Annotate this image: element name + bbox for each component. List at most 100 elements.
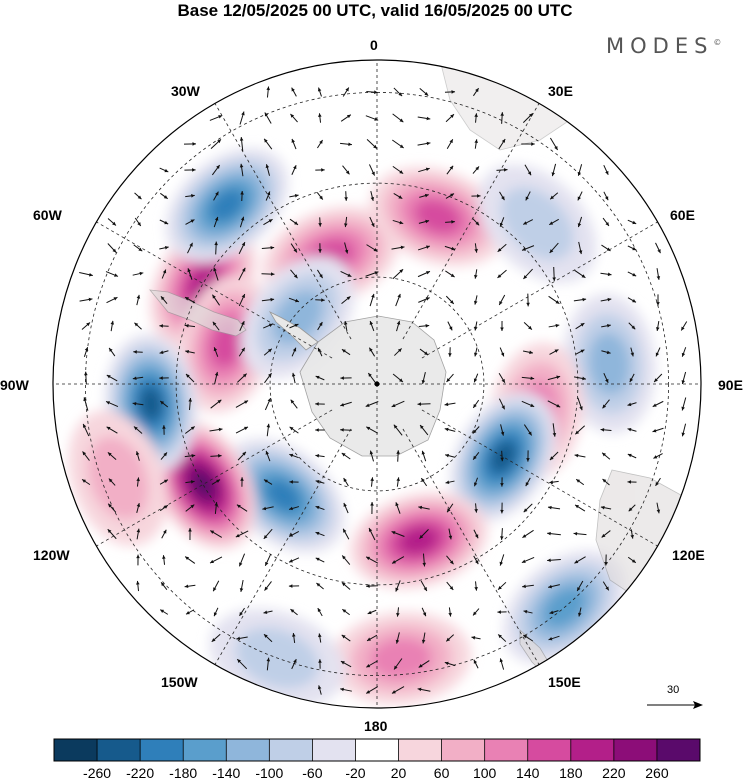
wind-vector [184,296,196,304]
wind-vector [318,217,322,227]
wind-vector [236,658,248,670]
wind-vector [211,164,221,176]
australia-coast [595,469,701,601]
colorbar-tick-label: -100 [255,765,284,781]
wind-vector [445,634,455,642]
wind-vector [549,480,559,484]
anomaly-center [68,410,168,546]
wind-vector [497,610,507,614]
wind-vector [367,372,377,384]
wind-vector [209,427,223,432]
wind-vector [263,138,273,150]
wind-vector [82,451,90,461]
wind-vector [419,88,429,96]
wind-vector [577,397,583,411]
latitude-circle [269,276,485,492]
wind-vector [392,113,404,123]
wind-vector [106,374,118,382]
wind-vector [526,450,530,462]
wind-vector [106,296,118,304]
wind-vector [185,349,195,354]
wind-vector [184,584,196,589]
wind-vector [680,321,688,331]
wind-vector [369,450,375,462]
wind-vector [213,267,219,281]
wind-vector [392,219,404,225]
wind-vector [343,477,349,487]
wind-vector [209,115,223,121]
wind-vector [188,528,192,540]
wind-vector [396,320,401,332]
wind-vector [602,399,610,409]
wind-vector [162,555,166,565]
wind-vector [291,138,297,150]
wind-vector [317,87,322,97]
wind-vector [317,139,323,149]
wind-vector [340,142,352,147]
wind-vector [210,399,222,409]
wind-vector [574,556,586,564]
wind-vector [159,219,169,225]
wind-vector [291,347,297,357]
wind-vector [261,245,275,250]
wind-vector [577,216,583,228]
wind-vector [107,528,117,540]
wind-vector [393,658,403,670]
wind-vector [418,324,430,328]
wind-vector [108,478,116,486]
colorbar-tick-label: 140 [516,765,540,781]
wind-vector [238,241,246,255]
wind-vector [445,113,455,123]
wind-vector [392,165,404,175]
wind-vector [521,245,535,251]
wind-vector [238,293,246,307]
wind-vector [601,323,611,328]
wind-vector [630,529,634,539]
wind-vector [315,428,325,432]
wind-vector [316,192,324,200]
wind-vector [500,112,504,124]
wind-vector [472,166,480,174]
wind-vector [340,401,352,407]
wind-vector [471,636,481,640]
colorbar-swatch [656,739,700,761]
wind-vector [289,453,299,459]
wind-vector [681,371,687,385]
lon-label-30e: 30E [548,83,573,99]
wind-vector [134,217,142,227]
wind-vector [291,658,297,670]
wind-vector [235,426,249,434]
wind-vector [472,426,480,434]
wind-vector [522,113,534,123]
wind-vector [498,372,506,384]
wind-vector [159,324,169,328]
wind-vector [317,321,323,331]
colorbar-frame [53,738,701,762]
wind-vector [575,478,585,486]
wind-vector [652,400,664,408]
wind-vector [211,479,221,485]
wind-vector [342,608,350,616]
wind-vector [419,529,429,539]
colorbar-swatch [441,739,485,761]
lon-label-0: 0 [370,37,378,53]
wind-vector [577,164,583,176]
wind-vector [601,350,611,355]
wind-vector [365,686,379,694]
wind-vector [448,607,452,617]
wind-vector [263,323,273,329]
wind-vector [264,112,272,124]
anomaly-center [450,392,557,522]
wind-vector [602,478,610,486]
wind-vector [575,349,585,355]
wind-vector [417,116,431,121]
wind-vector [393,348,403,356]
wind-vector [366,660,378,668]
wind-vector [656,502,661,514]
wind-vector [521,376,535,381]
wind-vector [342,87,350,97]
colorbar-tick-label: 180 [559,765,583,781]
wind-vector [341,452,351,460]
wind-vector [288,506,300,511]
wind-vector [522,219,534,225]
